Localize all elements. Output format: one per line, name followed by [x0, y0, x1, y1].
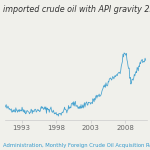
Text: imported crude oil with API gravity 25 degrees o: imported crude oil with API gravity 25 d… — [3, 4, 150, 14]
Text: Administration, Monthly Foreign Crude Oil Acquisition Report: Administration, Monthly Foreign Crude Oi… — [3, 144, 150, 148]
